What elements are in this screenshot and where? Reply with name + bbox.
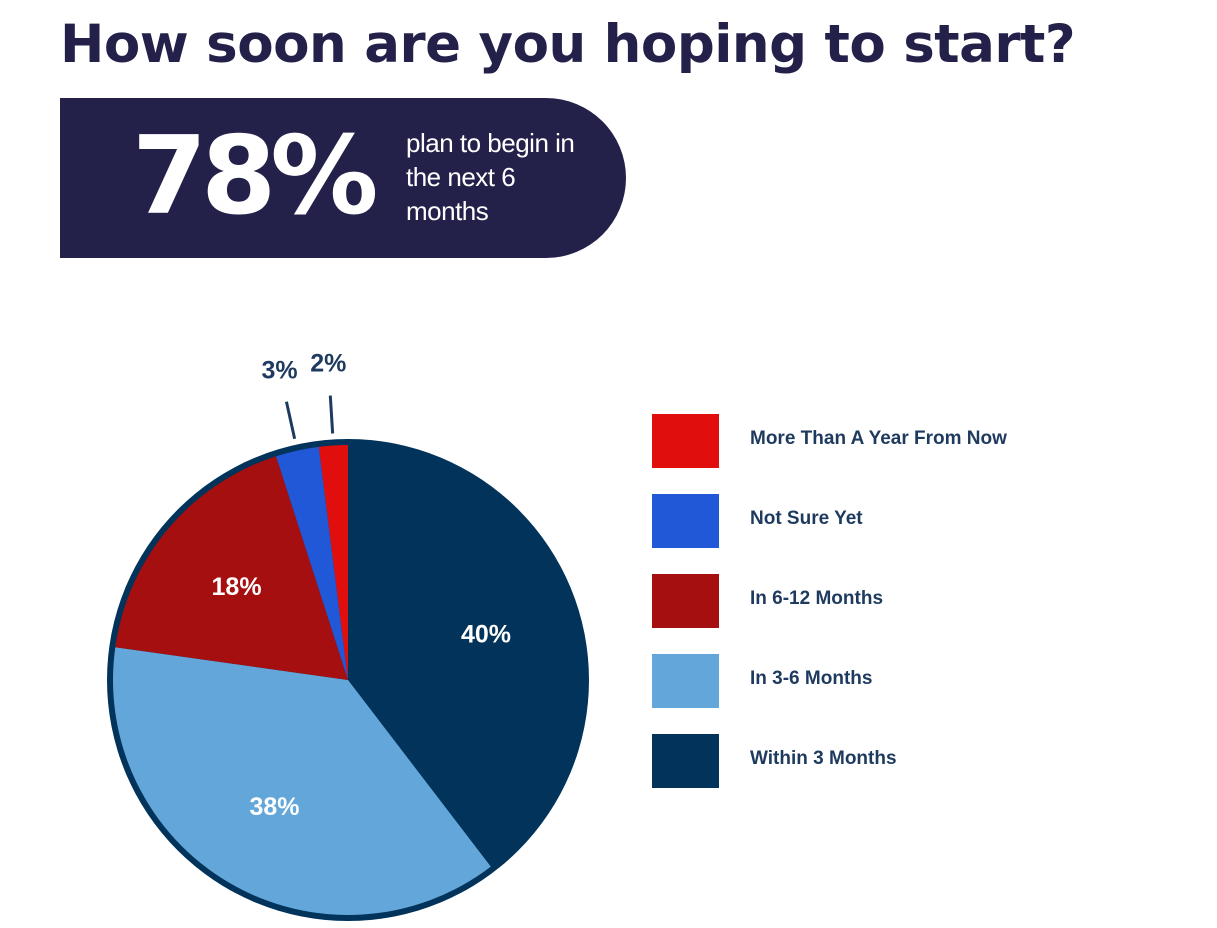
pie-slice-not-sure-yet (276, 446, 348, 680)
pie-slice-in-3-6-months (112, 647, 491, 916)
legend-label: Not Sure Yet (750, 508, 863, 529)
legend-swatch (652, 414, 719, 468)
data-label-within-3-months: 40% (461, 620, 511, 648)
legend-item-in-6-12-months: In 6-12 Months (652, 574, 1007, 654)
page-title: How soon are you hoping to start? (60, 14, 1076, 75)
legend-label: Within 3 Months (750, 748, 897, 769)
legend-label: In 3-6 Months (750, 668, 873, 689)
highlight-text: plan to begin in the next 6 months (406, 128, 575, 226)
legend-swatch (652, 734, 719, 788)
data-label-not-sure-yet: 3% (261, 356, 297, 384)
data-label-more-than-a-year-from-now: 2% (310, 350, 346, 378)
legend-item-not-sure-yet: Not Sure Yet (652, 494, 1007, 574)
data-label-in-3-6-months: 38% (249, 793, 299, 821)
legend-item-in-3-6-months: In 3-6 Months (652, 654, 1007, 734)
pie-slice-in-6-12-months (115, 456, 348, 680)
legend-swatch (652, 574, 719, 628)
legend-swatch (652, 654, 719, 708)
highlight-value: 78% (132, 114, 379, 239)
pie-slice-more-than-a-year-from-now (318, 445, 348, 680)
data-label-in-6-12-months: 18% (212, 573, 262, 601)
legend-swatch (652, 494, 719, 548)
legend-label: More Than A Year From Now (750, 428, 1007, 449)
chart-legend: More Than A Year From Now Not Sure Yet In … (652, 414, 1007, 814)
legend-item-within-3-months: Within 3 Months (652, 734, 1007, 814)
pie-slice-within-3-months (348, 445, 583, 867)
legend-item-more-than-a-year-from-now: More Than A Year From Now (652, 414, 1007, 494)
leader-line-more-than-a-year-from-now (328, 395, 335, 434)
highlight-banner: 78% plan to begin in the next 6 months (60, 98, 626, 258)
leader-line-not-sure-yet (284, 401, 297, 440)
legend-label: In 6-12 Months (750, 588, 884, 609)
